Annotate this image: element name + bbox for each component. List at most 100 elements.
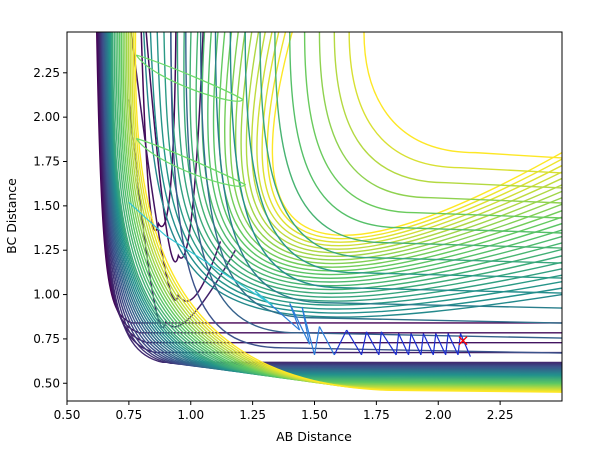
contour-line (189, 32, 562, 291)
x-axis: 0.50 0.75 1.00 1.25 1.50 1.75 2.00 2.25 (54, 401, 514, 422)
y-axis-label: BC Distance (4, 178, 19, 254)
trajectory-segment (378, 331, 382, 355)
contour-line (218, 32, 562, 272)
y-tick-label: 1.75 (33, 155, 60, 169)
contour-line (244, 32, 562, 279)
contour-line (195, 32, 562, 287)
contour-line (224, 32, 562, 268)
trajectory-segment (289, 303, 301, 331)
contour-line (234, 32, 562, 261)
contour-line (266, 32, 562, 240)
contour-line (274, 32, 562, 249)
trajectory-segment (165, 235, 192, 253)
contour-line (143, 32, 562, 318)
contour-line (107, 32, 562, 375)
contour-line (289, 32, 562, 234)
trajectory-segment (432, 333, 437, 355)
x-tick-label: 1.25 (239, 408, 266, 422)
end-marker (458, 336, 468, 346)
y-tick-label: 1.50 (33, 199, 60, 213)
x-tick-label: 1.00 (177, 408, 204, 422)
contour-line (170, 32, 562, 354)
trajectory-segment (360, 331, 368, 356)
contour-line (100, 32, 562, 366)
contour-line (199, 32, 562, 324)
trajectory-segment (313, 326, 321, 355)
y-tick-label: 1.25 (33, 243, 60, 257)
contour-line (99, 32, 562, 364)
contour-line (102, 32, 562, 368)
contour-line (261, 32, 562, 243)
contour-line (363, 32, 562, 159)
contour-line (103, 32, 562, 369)
contour-line (106, 32, 562, 373)
trajectory-segment (420, 333, 424, 355)
x-tick-label: 1.75 (363, 408, 390, 422)
trajectory-segment (365, 331, 380, 356)
trajectory-segment (407, 333, 412, 355)
trajectory-segment (435, 333, 447, 356)
trajectory-segment (333, 329, 348, 356)
contour-line (96, 32, 562, 334)
x-tick-label: 0.50 (54, 408, 81, 422)
trajectory-segment (422, 333, 434, 356)
trajectory-segment (380, 331, 397, 356)
trajectory-segment (445, 333, 449, 355)
contour-line (240, 32, 562, 258)
contour-line (333, 32, 562, 189)
contour-line (104, 32, 562, 371)
contour-line (207, 32, 562, 279)
contour-line (183, 32, 562, 295)
contour-line (214, 32, 562, 309)
trajectory-segment (459, 333, 471, 357)
trajectory-segment (318, 326, 335, 356)
contour-line (256, 32, 562, 247)
trajectory-segment (346, 329, 363, 356)
contour-line (103, 32, 562, 370)
trajectory-segment (410, 333, 422, 356)
x-axis-label: AB Distance (276, 429, 352, 444)
contour-line (107, 32, 562, 374)
contour-line (170, 32, 562, 302)
contour-line (259, 32, 562, 264)
contour-line (185, 32, 562, 339)
trajectory-segment (215, 267, 273, 306)
y-tick-label: 2.25 (33, 66, 60, 80)
y-tick-label: 0.75 (33, 332, 60, 346)
contour-line (303, 32, 562, 219)
trajectory (128, 201, 471, 357)
contour-line (101, 32, 562, 367)
contour-line (348, 32, 562, 174)
contour-line (97, 32, 562, 344)
y-tick-label: 1.00 (33, 288, 60, 302)
trajectory-segment (128, 201, 147, 219)
contour-line (176, 32, 562, 298)
x-tick-label: 2.00 (425, 408, 452, 422)
trajectory-segment (301, 306, 311, 345)
contour-line (271, 32, 562, 236)
x-tick-label: 2.25 (487, 408, 514, 422)
trajectory-segment (395, 333, 400, 355)
trajectory-segment (447, 333, 459, 356)
contour-line (149, 32, 562, 314)
contour-line (105, 32, 562, 372)
contour-lines (96, 32, 562, 393)
contour-line (130, 32, 222, 302)
x-tick-label: 0.75 (116, 408, 143, 422)
contour-line (134, 32, 562, 393)
contour-line (99, 32, 562, 365)
y-tick-label: 2.00 (33, 110, 60, 124)
contour-line (135, 54, 244, 102)
trajectory-segment (145, 217, 167, 237)
contour-line (135, 137, 247, 187)
trajectory-segment (289, 303, 311, 345)
contour-line (163, 32, 562, 306)
contour-line (318, 32, 562, 204)
marker-x (458, 336, 468, 346)
x-tick-label: 1.50 (301, 408, 328, 422)
y-tick-label: 0.50 (33, 376, 60, 390)
y-axis: 0.50 0.75 1.00 1.25 1.50 1.75 2.00 2.25 (33, 66, 67, 390)
contour-line (156, 32, 562, 310)
contour-line (229, 32, 562, 294)
